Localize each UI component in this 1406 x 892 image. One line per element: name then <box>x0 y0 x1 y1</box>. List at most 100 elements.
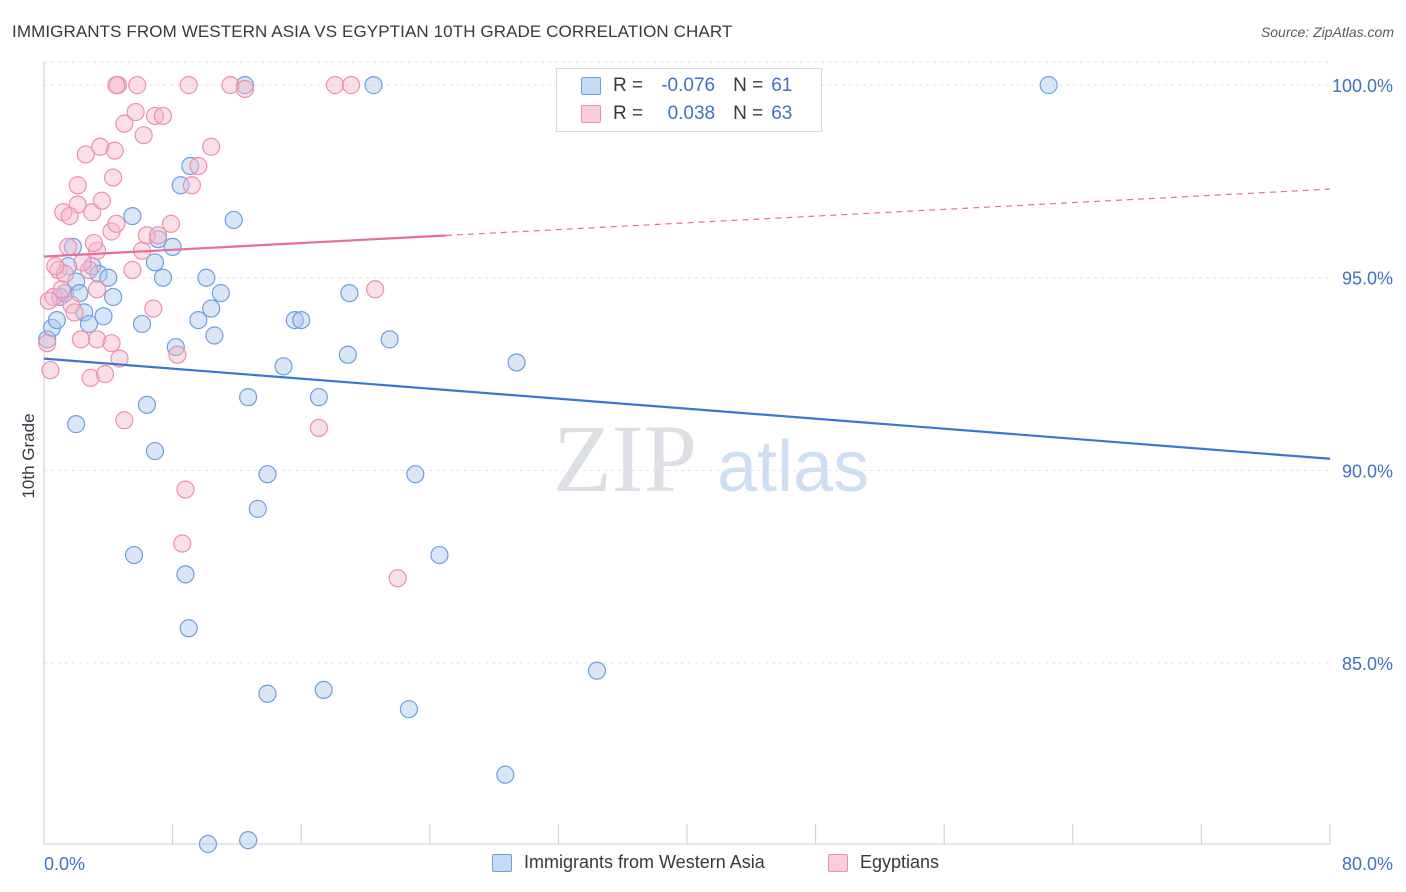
pink-data-point <box>38 334 57 353</box>
blue-trend-line <box>43 357 1331 460</box>
pink-data-point <box>182 176 201 195</box>
pink-data-point <box>309 418 328 438</box>
source-label: Source: ZipAtlas.com <box>1260 24 1394 40</box>
legend-n-label: N = <box>733 103 764 124</box>
y-axis-title: 10th Grade <box>19 413 38 498</box>
pink-data-point <box>81 368 100 387</box>
legend-item-egyptians[interactable]: Egyptians <box>828 852 939 873</box>
pink-data-point <box>87 280 107 299</box>
blue-data-point <box>145 253 165 272</box>
pink-data-point <box>179 76 198 95</box>
legend-item-western-asia[interactable]: Immigrants from Western Asia <box>492 852 765 873</box>
blue-data-point <box>380 330 399 349</box>
watermark-zip: ZIP <box>553 405 697 512</box>
blue-data-point <box>94 307 113 326</box>
pink-data-point <box>115 411 134 430</box>
blue-data-point <box>202 299 221 318</box>
blue-data-point <box>239 831 258 850</box>
pink-data-point <box>110 349 129 368</box>
pink-data-point <box>104 168 123 187</box>
blue-data-point <box>176 565 195 584</box>
pink-data-point <box>168 345 187 364</box>
legend-r-label: R = <box>613 103 644 124</box>
blue-data-point <box>314 680 333 700</box>
watermark-atlas: atlas <box>717 427 869 507</box>
pink-data-point <box>221 76 240 95</box>
series-legend: Immigrants from Western Asia Egyptians <box>0 852 1406 878</box>
pink-data-point <box>68 176 87 195</box>
legend-swatch-pink <box>828 853 848 872</box>
pink-data-point <box>41 361 60 380</box>
blue-data-point <box>104 287 123 307</box>
legend-n-label: N = <box>733 75 764 96</box>
blue-data-point <box>179 619 198 638</box>
pink-data-point <box>176 480 195 499</box>
chart-title: IMMIGRANTS FROM WESTERN ASIA VS EGYPTIAN… <box>12 22 733 41</box>
pink-data-point <box>115 114 134 133</box>
blue-data-point <box>205 326 224 345</box>
blue-data-point <box>163 237 182 257</box>
x-tick-label-max: 80.0% <box>1342 854 1393 874</box>
blue-data-point <box>153 268 173 287</box>
blue-data-point <box>79 314 99 334</box>
blue-data-point <box>587 661 607 680</box>
legend-n-value: 61 <box>771 75 793 96</box>
pink-data-point <box>71 330 91 349</box>
blue-data-point <box>399 700 419 719</box>
pink-data-point <box>105 141 124 160</box>
pink-data-point <box>325 76 345 95</box>
blue-data-point <box>258 684 277 703</box>
pink-data-point <box>107 214 126 233</box>
blue-data-point <box>338 345 357 364</box>
pink-data-point <box>144 299 163 318</box>
x-tick-label-min: 0.0% <box>44 854 85 874</box>
blue-data-point <box>132 314 152 334</box>
blue-data-point <box>149 230 168 249</box>
trend-layer <box>43 188 1331 460</box>
pink-data-point <box>60 206 79 226</box>
blue-data-point <box>292 310 311 330</box>
blue-data-point <box>224 210 243 230</box>
legend-label: Egyptians <box>860 852 940 872</box>
pink-data-point <box>126 102 145 122</box>
legend-swatch-blue <box>581 77 601 95</box>
y-tick-label: 100.0% <box>1332 76 1393 96</box>
pink-data-point <box>388 569 407 588</box>
blue-data-point <box>258 465 277 484</box>
pink-data-point <box>161 214 181 233</box>
watermark: ZIP atlas <box>553 405 869 512</box>
pink-data-point <box>87 330 107 349</box>
pink-data-point <box>189 156 208 176</box>
pink-data-point <box>128 76 147 95</box>
pink-data-point <box>95 364 115 384</box>
label-layer: 85.0% 90.0% 95.0% 100.0% 0.0% 80.0% 10th Grade <box>19 76 1393 874</box>
pink-data-point <box>39 291 58 310</box>
pink-data-point <box>366 280 385 299</box>
pink-data-point <box>235 79 255 99</box>
pink-data-point <box>65 303 84 322</box>
blue-data-point <box>364 76 383 95</box>
blue-data-point <box>248 499 267 518</box>
pink-data-point <box>55 264 74 283</box>
y-tick-label: 85.0% <box>1342 654 1393 674</box>
axis-layer <box>43 62 1331 845</box>
blue-data-point <box>239 388 258 407</box>
pink-data-point <box>92 191 111 210</box>
blue-data-point <box>124 545 144 565</box>
blue-data-point <box>38 330 57 349</box>
stats-legend: R = -0.076 N = 61 R = 0.038 N = 63 <box>556 68 822 132</box>
blue-data-point <box>198 834 218 854</box>
pink-data-point <box>173 534 192 553</box>
blue-data-point <box>99 268 118 287</box>
legend-row-egyptians: R = 0.038 N = 63 <box>581 102 792 126</box>
pink-data-point <box>202 137 221 156</box>
blue-data-point <box>340 284 359 303</box>
pink-data-point <box>91 137 110 156</box>
legend-r-value: -0.076 <box>661 75 716 96</box>
pink-data-point <box>153 106 173 126</box>
pink-trend-line-dashed <box>445 188 1331 237</box>
y-tick-label: 90.0% <box>1342 461 1393 481</box>
blue-data-point <box>274 357 293 376</box>
pink-data-point <box>59 237 78 257</box>
pink-data-point <box>102 334 121 353</box>
